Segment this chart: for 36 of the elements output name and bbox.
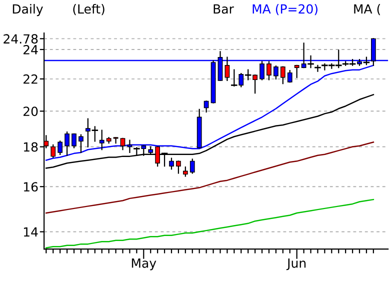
- text: MA (P=20): [252, 4, 318, 16]
- candlestick: [266, 61, 272, 80]
- candlestick: [64, 132, 70, 156]
- y-tick-label: 16: [24, 182, 38, 192]
- candlestick: [224, 56, 230, 82]
- x-tick-label: May: [132, 258, 156, 270]
- candlestick: [58, 140, 63, 155]
- y-tick-label: 14: [24, 227, 38, 237]
- y-tick-label: 22: [24, 74, 38, 84]
- candlestick: [294, 64, 300, 78]
- y-tick-label: 20: [24, 106, 38, 116]
- y-tick-label: 24.78: [4, 34, 38, 44]
- text: Bar: [214, 4, 234, 14]
- text: (Left): [73, 4, 104, 16]
- y-tick-label: 24: [24, 44, 38, 54]
- candlestick: [50, 144, 56, 158]
- y-tick-label: 18: [24, 142, 38, 152]
- x-tick-label: Jun: [286, 258, 306, 270]
- text: Daily: [12, 4, 43, 16]
- text: MA (: [354, 4, 380, 16]
- candlestick: [274, 66, 278, 80]
- line-series: [46, 198, 374, 248]
- candlestick: [287, 70, 292, 83]
- candlestick: [127, 140, 132, 154]
- candlestick: [78, 134, 84, 154]
- candlestick: [190, 158, 195, 174]
- candlestick: [169, 158, 174, 170]
- candlestick: [72, 133, 76, 148]
- line-series: [46, 141, 374, 214]
- candlestick: [113, 136, 118, 144]
- candlestick: [182, 166, 188, 177]
- candlestick: [176, 160, 181, 174]
- candlestick: [120, 138, 126, 150]
- candlestick: [99, 130, 104, 150]
- candlestick: [314, 64, 321, 72]
- candlestick: [280, 66, 286, 84]
